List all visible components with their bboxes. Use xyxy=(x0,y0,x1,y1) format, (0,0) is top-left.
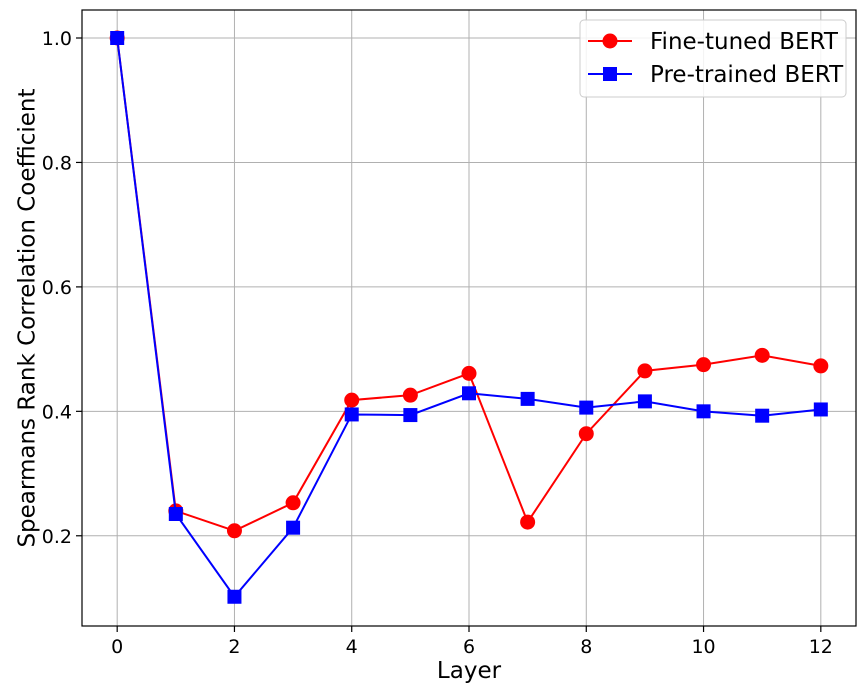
data-point xyxy=(754,347,770,363)
y-axis: 0.2 0.4 0.6 0.8 1.0 xyxy=(42,28,82,548)
data-point xyxy=(168,507,183,521)
series-pre-trained xyxy=(110,31,828,604)
legend-entry-fine-tuned: Fine-tuned BERT xyxy=(588,29,839,55)
data-point xyxy=(286,520,301,535)
y-tick-label: 0.6 xyxy=(42,277,72,299)
y-tick-label: 0.8 xyxy=(42,152,72,174)
data-point xyxy=(461,365,477,381)
data-point xyxy=(226,523,242,539)
legend-entry-pre-trained: Pre-trained BERT xyxy=(588,62,844,88)
legend: Fine-tuned BERT Pre-trained BERT xyxy=(579,19,847,98)
legend-box xyxy=(579,19,847,98)
data-point xyxy=(344,392,360,408)
legend-marker-fine-tuned xyxy=(602,33,618,49)
data-point xyxy=(637,394,652,409)
data-point xyxy=(110,31,125,45)
data-point xyxy=(637,363,653,379)
y-axis-title: Spearmans Rank Correlation Coefficient xyxy=(15,88,41,547)
legend-marker-pre-trained xyxy=(603,67,617,81)
data-point xyxy=(403,408,418,423)
data-point xyxy=(579,400,594,415)
data-point xyxy=(520,514,536,530)
y-tick-label: 1.0 xyxy=(42,28,72,50)
y-tick-label: 0.2 xyxy=(42,526,72,548)
data-point xyxy=(285,495,301,511)
x-axis-title: Layer xyxy=(437,658,502,684)
x-tick-label: 0 xyxy=(111,636,123,658)
data-point xyxy=(227,589,242,604)
x-tick-label: 6 xyxy=(463,636,475,658)
series-layer xyxy=(109,30,829,604)
data-point xyxy=(462,386,476,401)
data-point xyxy=(813,358,829,374)
x-tick-label: 8 xyxy=(580,636,592,658)
data-point xyxy=(520,391,535,406)
legend-label-pre-trained: Pre-trained BERT xyxy=(650,62,844,88)
data-point xyxy=(696,404,711,419)
x-tick-label: 10 xyxy=(691,636,715,658)
x-tick-label: 2 xyxy=(228,636,240,658)
data-point xyxy=(755,408,770,423)
x-axis: 0 2 4 6 8 10 12 xyxy=(111,626,833,658)
grid xyxy=(82,10,856,626)
data-point xyxy=(578,426,594,442)
y-tick-label: 0.4 xyxy=(42,401,72,423)
legend-label-fine-tuned: Fine-tuned BERT xyxy=(650,29,839,55)
x-tick-label: 4 xyxy=(346,636,358,658)
data-point xyxy=(813,402,828,417)
data-point xyxy=(696,357,712,373)
data-point xyxy=(344,407,359,422)
data-point xyxy=(402,387,418,403)
x-tick-label: 12 xyxy=(809,636,833,658)
